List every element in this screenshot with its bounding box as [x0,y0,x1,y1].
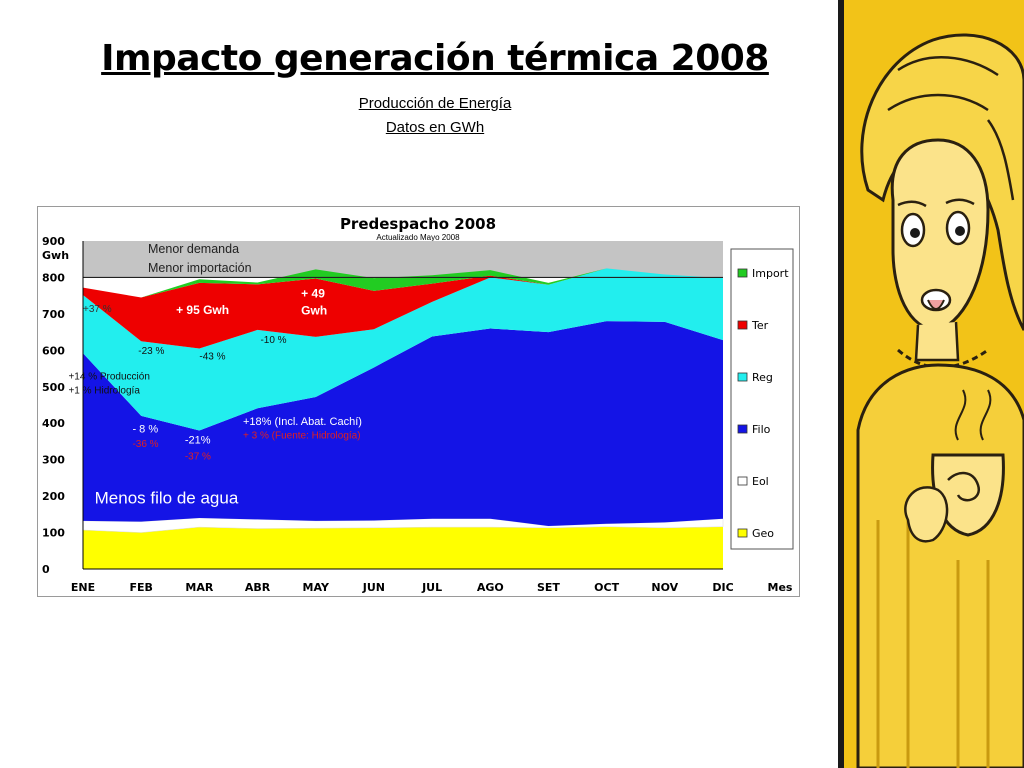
legend-label-ter: Ter [751,319,769,332]
legend-swatch-filo [737,424,748,434]
chart-annotation: +37 % [83,304,112,315]
legend-swatch-reg [737,372,748,382]
chart-annotation: Gwh [301,304,327,318]
chart-annotation: -37 % [185,452,211,463]
x-tick-label: ABR [245,581,271,594]
reference-label-demand: Menor demanda [148,242,239,256]
legend-label-import: Import [752,267,789,280]
y-tick-label: 800 [42,271,65,284]
chart-annotation: -23 % [138,346,164,357]
y-tick-label: 100 [42,527,65,540]
chart-annotation: -43 % [199,351,225,362]
area-ter [83,268,723,349]
slide-subtitle-production: Producción de Energía [358,95,512,112]
chart-annotation: + 3 % (Fuente: Hidrología) [243,431,361,442]
y-tick-label: 0 [42,563,50,576]
y-tick-label: 200 [42,490,65,503]
x-tick-label: AGO [477,581,504,594]
y-tick-label: 900 [42,235,65,248]
chart-annotation: +18% (Incl. Abat. Cachí) [243,416,362,428]
x-tick-label: SET [537,581,560,594]
y-tick-label: 400 [42,417,65,430]
area-import [83,268,723,298]
chart-annotation: +14 % Producción [68,371,149,382]
legend-box [730,248,794,550]
chart-subtitle: Actualizado Mayo 2008 [376,233,460,242]
area-geo [83,526,723,569]
x-tick-label: ENE [71,581,95,594]
legend-label-reg: Reg [752,371,773,384]
chart-annotation: -36 % [132,439,158,450]
woman-with-cup-illustration [838,0,1024,768]
legend-swatch-eol [737,476,748,486]
reference-label-import: Menor importación [148,261,252,275]
chart-annotation: -10 % [260,335,286,346]
legend-label-filo: Filo [752,423,771,436]
chart-annotation: - 8 % [132,423,158,435]
x-tick-label: MAY [303,581,330,594]
x-axis-label: Mes [768,581,793,594]
legend-swatch-ter [737,320,748,330]
y-tick-label: 300 [42,454,65,467]
x-tick-label: NOV [651,581,678,594]
chart-annotation: + 95 Gwh [176,303,229,317]
legend-swatch-import [737,268,748,278]
area-reg [83,268,723,431]
chart-annotation: Menos filo de agua [95,488,239,507]
legend-label-eol: Eol [752,475,769,488]
chart-frame: Predespacho 2008 Actualizado Mayo 2008 Men… [37,206,800,597]
x-tick-label: MAR [185,581,213,594]
chart-annotation: + 49 [301,286,325,300]
legend-swatch-geo [737,528,748,538]
chart-title: Predespacho 2008 [340,215,496,233]
x-tick-label: JUN [362,581,385,594]
chart-annotation: +1 % Hidrología [68,385,140,396]
x-tick-label: OCT [594,581,619,594]
y-tick-label: 600 [42,344,65,357]
x-tick-label: DIC [712,581,733,594]
y-axis-label: Gwh [42,249,69,262]
legend-label-geo: Geo [752,527,774,540]
area-filo [83,321,723,526]
x-tick-label: FEB [129,581,152,594]
chart-annotation: -21% [185,434,211,446]
slide-subtitle-units: Datos en GWh [385,119,485,136]
y-tick-label: 700 [42,308,65,321]
x-tick-label: JUL [421,581,442,594]
y-tick-label: 500 [42,381,65,394]
slide-title: Impacto generación térmica 2008 [101,38,769,79]
